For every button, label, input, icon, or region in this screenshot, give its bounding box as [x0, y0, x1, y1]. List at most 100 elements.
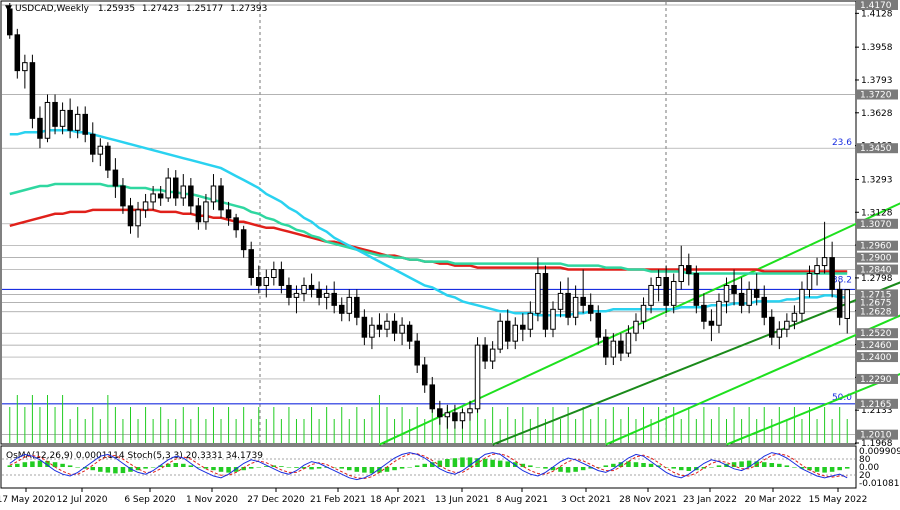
osma-bar: [90, 467, 96, 471]
x-tick-label: 12 Jul 2020: [57, 495, 108, 505]
osma-bar: [686, 467, 692, 471]
candle-body: [459, 412, 466, 422]
level-tag-label: 1.2290: [860, 375, 892, 385]
candle-body: [82, 113, 88, 135]
osma-bar: [769, 463, 775, 467]
candle-body: [693, 273, 700, 306]
level-tag-label: 1.2840: [860, 266, 892, 276]
y-tick-label: 1.2133: [861, 406, 893, 416]
fib-label-0: 23.6: [832, 138, 852, 148]
osma-bar: [377, 467, 382, 473]
candle-body: [255, 277, 262, 286]
level-tag-label: 1.2520: [860, 329, 892, 339]
level-tag: [856, 398, 898, 409]
osma-bar: [105, 467, 111, 473]
osma-bar: [452, 458, 458, 467]
candle-body: [90, 133, 96, 155]
symbol-label: USDCAD,Weekly: [15, 4, 90, 14]
candle-body: [648, 284, 654, 306]
level-tag: [856, 328, 898, 339]
osma-bar: [226, 467, 231, 473]
osma-bar: [633, 462, 639, 467]
osma-bar: [309, 467, 314, 470]
osma-bar: [754, 461, 759, 467]
osma-bar: [565, 467, 571, 473]
candle-body: [271, 269, 277, 279]
x-tick-label: 20 Mar 2022: [744, 495, 801, 505]
osma-bar: [558, 467, 563, 472]
osma-bar: [67, 465, 73, 467]
candle-body: [74, 113, 81, 131]
candle-body: [753, 288, 760, 298]
collapse-arrow-icon: ▼: [5, 4, 12, 14]
candle-body: [572, 296, 579, 318]
candle-body: [218, 185, 224, 211]
candle-body: [535, 273, 541, 314]
candle-body: [512, 324, 519, 342]
osma-bar: [60, 463, 65, 467]
candle-body: [225, 209, 232, 219]
osma-bar: [595, 467, 601, 468]
level-tag-label: 1.4170: [860, 1, 892, 11]
candle-body: [761, 296, 767, 318]
level-tag-label: 1.2165: [860, 400, 892, 410]
candle-body: [587, 304, 594, 314]
candle-body: [44, 101, 51, 139]
moving-averages: [9, 129, 848, 317]
osma-bar: [294, 467, 299, 468]
osma-bar: [799, 467, 805, 469]
candle-body: [655, 277, 662, 286]
candle-body: [240, 229, 247, 251]
candle-body: [399, 324, 405, 334]
level-tag: [856, 373, 898, 384]
osma-bar: [414, 465, 420, 467]
level-tag: [856, 306, 898, 317]
stoch-main-line: [9, 452, 848, 481]
candle-body: [482, 344, 488, 362]
osma-bar: [543, 467, 548, 469]
candle-body: [338, 304, 345, 314]
candle-body: [361, 316, 368, 338]
level-tag: [856, 297, 898, 308]
vertical-gridlines: [259, 2, 667, 443]
osma-bar: [656, 465, 661, 467]
candlesticks: [7, 2, 850, 429]
candle-body: [142, 201, 149, 211]
candle-body: [429, 384, 436, 410]
x-tick-label: 1 Nov 2020: [186, 495, 238, 505]
level-tag: [856, 240, 898, 251]
osma-bar: [301, 467, 307, 469]
osma-bar: [22, 462, 28, 467]
osma-bar: [829, 467, 835, 472]
level-tag-label: 1.3720: [860, 90, 892, 100]
osma-bar: [316, 467, 322, 469]
y-tick-label: 1.4128: [861, 9, 893, 19]
level-tag: [856, 340, 898, 351]
osma-bar: [573, 467, 578, 472]
candle-body: [37, 117, 43, 139]
osma-bar: [211, 467, 216, 471]
candle-body: [97, 145, 104, 155]
osma-bar: [113, 467, 118, 474]
x-tick-label: 18 Apr 2021: [370, 495, 426, 505]
osma-bar: [709, 467, 714, 468]
level-tag: [856, 429, 898, 440]
osma-bar: [648, 463, 654, 467]
indicator-tick-label: 0.00: [859, 463, 879, 473]
osma-bar: [264, 466, 269, 467]
osma-bar: [256, 467, 262, 468]
osma-bar: [716, 465, 722, 467]
candle-body: [474, 344, 481, 410]
osma-bar: [271, 465, 277, 467]
level-tag: [856, 252, 898, 263]
x-tick-label: 8 Aug 2021: [496, 495, 548, 505]
x-tick-label: 17 May 2020: [0, 495, 56, 505]
candle-body: [105, 145, 111, 171]
osma-bar: [445, 459, 450, 467]
candle-body: [708, 320, 715, 326]
osma-bar: [158, 465, 163, 467]
candle-body: [248, 249, 254, 279]
candle-body: [565, 292, 571, 318]
osma-bar: [603, 465, 609, 467]
